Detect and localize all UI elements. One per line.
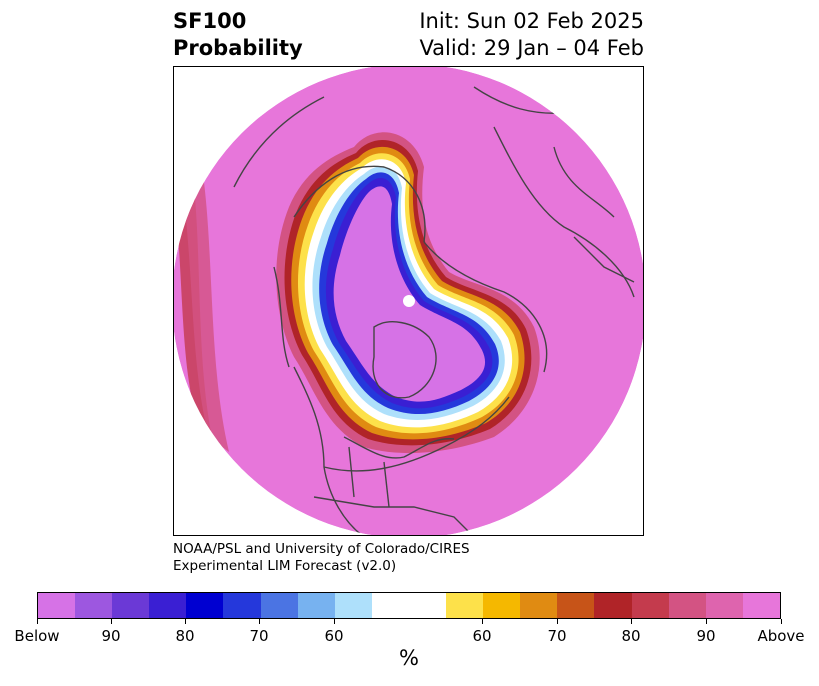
colorbar-swatch (408, 593, 447, 618)
colorbar-tickmark (111, 619, 112, 624)
colorbar-swatch (483, 593, 521, 618)
colorbar-tickmark (185, 619, 186, 624)
variable-subtitle: Probability (173, 36, 303, 60)
init-date: Init: Sun 02 Feb 2025 (419, 9, 644, 33)
colorbar-tick-label: 90 (101, 627, 121, 645)
colorbar-swatch (668, 593, 706, 618)
credit-text: NOAA/PSL and University of Colorado/CIRE… (173, 541, 470, 575)
colorbar-swatch (38, 593, 76, 618)
credit-line-2: Experimental LIM Forecast (v2.0) (173, 558, 397, 574)
colorbar-tick-label: 60 (472, 627, 492, 645)
pole-marker (403, 295, 415, 307)
valid-range: Valid: 29 Jan – 04 Feb (419, 36, 644, 60)
colorbar-tick-label: Above (757, 627, 805, 645)
variable-name: SF100 (173, 9, 247, 33)
colorbar-tickmark (37, 619, 38, 624)
colorbar-tickmark (706, 619, 707, 624)
colorbar (37, 592, 781, 619)
credit-line-1: NOAA/PSL and University of Colorado/CIRE… (173, 541, 470, 557)
colorbar-swatch (742, 593, 780, 618)
figure-title-left: SF100 Probability (173, 8, 303, 62)
colorbar-swatch (631, 593, 669, 618)
colorbar-tickmark (781, 619, 782, 624)
map-frame (173, 66, 644, 536)
colorbar-swatch (557, 593, 595, 618)
colorbar-tickmark (259, 619, 260, 624)
colorbar-tick-label: 70 (249, 627, 269, 645)
colorbar-swatch (705, 593, 743, 618)
colorbar-swatch (371, 593, 409, 618)
colorbar-swatch (446, 593, 484, 618)
polar-map (174, 67, 643, 535)
colorbar-tickmark (482, 619, 483, 624)
colorbar-tick-label: 90 (696, 627, 716, 645)
colorbar-tickmark (557, 619, 558, 624)
colorbar-swatch (520, 593, 558, 618)
colorbar-tick-label: 60 (324, 627, 344, 645)
below-normal-region (333, 186, 486, 402)
colorbar-swatch (223, 593, 261, 618)
left-edge-band-2 (182, 182, 229, 452)
colorbar-swatch (334, 593, 372, 618)
colorbar-tickmark (334, 619, 335, 624)
colorbar-tick-label: 70 (547, 627, 567, 645)
colorbar-swatch (594, 593, 632, 618)
colorbar-swatch (297, 593, 335, 618)
colorbar-swatch (260, 593, 298, 618)
colorbar-swatch (149, 593, 187, 618)
colorbar-swatch (75, 593, 113, 618)
colorbar-swatch (112, 593, 150, 618)
colorbar-tick-label: 80 (621, 627, 641, 645)
colorbar-tickmark (631, 619, 632, 624)
colorbar-unit: % (399, 646, 419, 670)
colorbar-tick-label: Below (14, 627, 60, 645)
figure-title-right: Init: Sun 02 Feb 2025 Valid: 29 Jan – 04… (419, 8, 644, 62)
coastlines (233, 86, 640, 535)
colorbar-tick-label: 80 (175, 627, 195, 645)
colorbar-swatch (186, 593, 224, 618)
